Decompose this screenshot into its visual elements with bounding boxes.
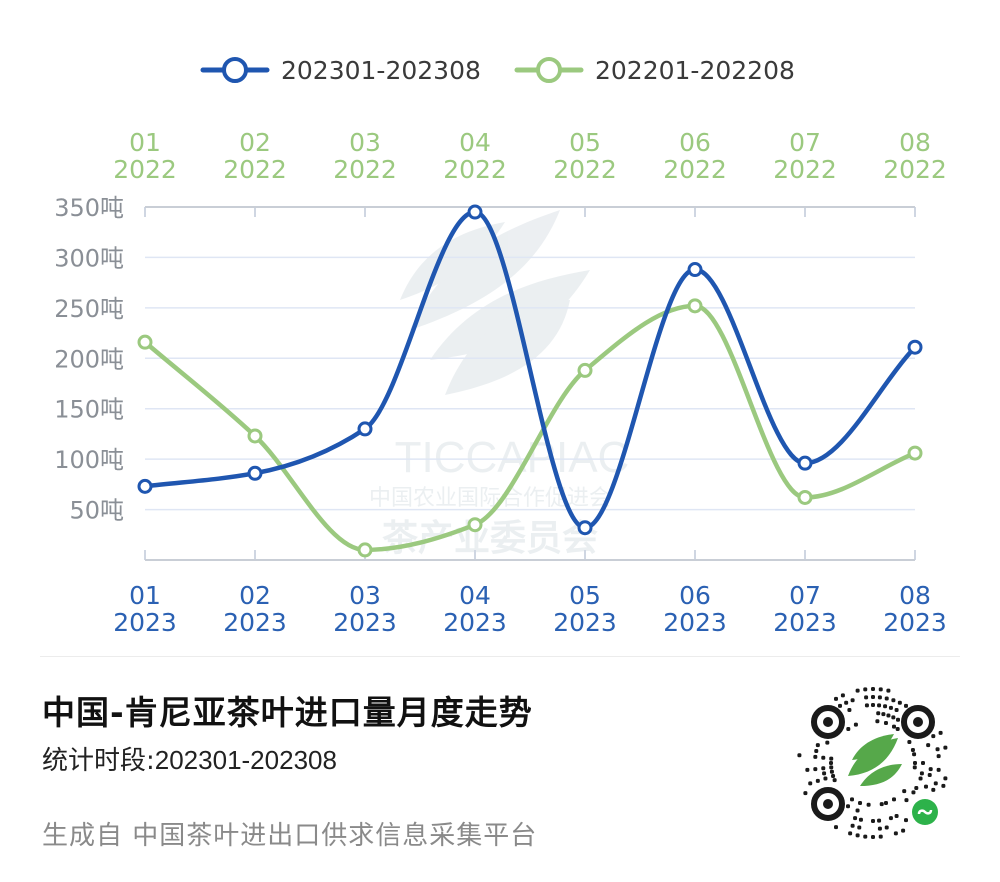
x-top-year-label: 2022 — [773, 155, 837, 184]
watermark-cn-line1: 中国农业国际合作促进会 — [369, 486, 611, 511]
x-bottom-month-label: 05 — [569, 581, 601, 610]
watermark-latin-text: TICCAPIAC — [395, 433, 630, 482]
x-top-year-label: 2022 — [443, 155, 507, 184]
x-top-month-label: 02 — [239, 128, 271, 157]
x-bottom-year-label: 2023 — [663, 608, 727, 637]
legend-item: 202201-202208 — [514, 56, 795, 85]
x-top-month-label: 07 — [789, 128, 821, 157]
watermark-cn-line2: 茶产业委员会 — [382, 518, 598, 559]
footer-source: 生成自 中国茶叶进出口供求信息采集平台 — [42, 821, 538, 851]
mini-program-qr-icon[interactable] — [790, 680, 956, 846]
series-line — [142, 303, 918, 553]
y-tick-label: 200吨 — [54, 345, 124, 373]
data-point — [577, 520, 593, 536]
data-point — [247, 465, 263, 481]
x-top-month-label: 03 — [349, 128, 381, 157]
qr-finder-top-right — [901, 705, 935, 739]
divider — [40, 656, 960, 657]
qr-finder-top-left — [811, 705, 845, 739]
x-bottom-month-label: 03 — [349, 581, 381, 610]
x-top-month-label: 06 — [679, 128, 711, 157]
x-top-year-label: 2022 — [113, 155, 177, 184]
data-point — [137, 478, 153, 494]
data-point — [687, 262, 703, 278]
data-point — [907, 445, 923, 461]
period-label: 统计时段: — [42, 746, 155, 776]
x-bottom-year-label: 2023 — [773, 608, 837, 637]
x-bottom-month-label: 02 — [239, 581, 271, 610]
watermark: TICCAPIAC 中国农业国际合作促进会 茶产业委员会 — [369, 210, 629, 559]
period-value: 202301-202308 — [154, 745, 337, 775]
series-lines — [137, 204, 923, 558]
data-point — [357, 421, 373, 437]
x-bottom-tick-labels: 0120230220230320230420230520230620230720… — [113, 581, 947, 637]
legend-label: 202201-202208 — [595, 56, 795, 85]
chart: TICCAPIAC 中国农业国际合作促进会 茶产业委员会 50吨 100吨 150吨… — [54, 56, 947, 637]
x-top-year-label: 2022 — [333, 155, 397, 184]
legend-label: 202301-202308 — [281, 56, 481, 85]
axes — [145, 206, 915, 561]
x-top-month-label: 01 — [129, 128, 161, 157]
watermark-leaf-emblem — [400, 210, 590, 395]
x-top-month-label: 08 — [899, 128, 931, 157]
data-point — [137, 334, 153, 350]
legend-swatch-marker — [536, 57, 562, 83]
x-bottom-month-label: 01 — [129, 581, 161, 610]
x-bottom-month-label: 04 — [459, 581, 491, 610]
data-point — [907, 339, 923, 355]
series-2022 — [137, 298, 923, 558]
x-top-year-label: 2022 — [663, 155, 727, 184]
y-tick-label: 100吨 — [54, 446, 124, 474]
x-top-year-label: 2022 — [883, 155, 947, 184]
x-bottom-month-label: 06 — [679, 581, 711, 610]
y-tick-label: 300吨 — [54, 244, 124, 272]
grid-lines — [144, 206, 916, 560]
data-point — [797, 455, 813, 471]
data-point — [357, 542, 373, 558]
period-line: 统计时段:202301-202308 — [42, 740, 337, 777]
data-point — [247, 428, 263, 444]
x-bottom-year-label: 2023 — [553, 608, 617, 637]
legend-item: 202301-202308 — [200, 56, 481, 85]
chart-title: 中国-肯尼亚茶叶进口量月度走势 — [42, 693, 533, 732]
x-bottom-month-label: 07 — [789, 581, 821, 610]
qr-finder-bottom-left — [811, 787, 845, 821]
data-point — [577, 362, 593, 378]
x-bottom-year-label: 2023 — [333, 608, 397, 637]
y-tick-label: 250吨 — [54, 295, 124, 323]
x-top-tick-labels: 0120220220220320220420220520220620220720… — [113, 128, 947, 184]
series-2023 — [137, 204, 923, 536]
tea-leaf-icon — [848, 734, 902, 786]
x-top-month-label: 05 — [569, 128, 601, 157]
series-line — [142, 209, 918, 530]
data-point — [687, 298, 703, 314]
y-tick-label: 350吨 — [54, 194, 124, 222]
qr-code — [793, 683, 953, 843]
data-point — [467, 204, 483, 220]
x-bottom-year-label: 2023 — [113, 608, 177, 637]
x-top-year-label: 2022 — [223, 155, 287, 184]
y-tick-label: 50吨 — [69, 497, 124, 525]
y-tick-labels: 50吨 100吨 150吨 200吨 250吨 300吨 350吨 — [54, 194, 124, 525]
data-point — [797, 489, 813, 505]
data-point — [467, 517, 483, 533]
x-top-month-label: 04 — [459, 128, 491, 157]
x-bottom-year-label: 2023 — [223, 608, 287, 637]
legend-swatch-marker — [222, 57, 248, 83]
x-bottom-year-label: 2023 — [883, 608, 947, 637]
x-bottom-year-label: 2023 — [443, 608, 507, 637]
x-top-year-label: 2022 — [553, 155, 617, 184]
x-bottom-month-label: 08 — [899, 581, 931, 610]
y-tick-label: 150吨 — [54, 396, 124, 424]
legend: 202301-202308 202201-202208 — [200, 56, 795, 85]
